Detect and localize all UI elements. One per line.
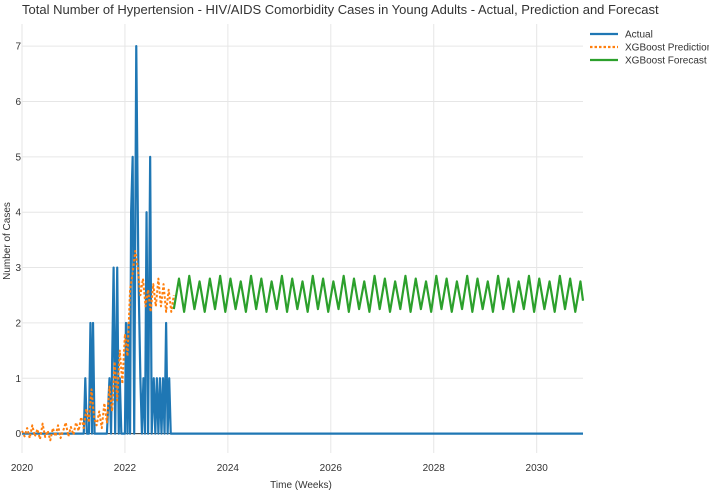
y-tick-label-3: 3 bbox=[15, 263, 21, 274]
y-tick-label-0: 0 bbox=[15, 429, 21, 440]
series-line-xgboost-prediction bbox=[21, 249, 175, 442]
y-tick-label-4: 4 bbox=[15, 208, 21, 219]
x-tick-label-1: 2022 bbox=[114, 463, 137, 474]
chart-title: Total Number of Hypertension - HIV/AIDS … bbox=[22, 2, 659, 17]
y-axis-label: Number of Cases bbox=[2, 202, 13, 280]
x-axis-label: Time (Weeks) bbox=[270, 480, 332, 490]
y-tick-label-7: 7 bbox=[15, 42, 21, 53]
y-tick-label-1: 1 bbox=[15, 374, 21, 385]
y-axis-ticks: 0 1 2 3 4 5 6 7 bbox=[15, 42, 21, 440]
x-tick-label-0: 2020 bbox=[11, 463, 34, 474]
legend: Actual XGBoost Prediction XGBoost Forecast bbox=[590, 30, 709, 67]
x-tick-label-5: 2030 bbox=[526, 463, 549, 474]
x-tick-label-2: 2024 bbox=[217, 463, 240, 474]
legend-label-2: XGBoost Forecast bbox=[625, 56, 707, 67]
x-tick-label-3: 2026 bbox=[320, 463, 343, 474]
y-tick-label-6: 6 bbox=[15, 97, 21, 108]
x-tick-label-4: 2028 bbox=[423, 463, 446, 474]
legend-label-0: Actual bbox=[625, 30, 653, 41]
grid-lines bbox=[21, 24, 583, 453]
y-tick-label-5: 5 bbox=[15, 152, 21, 163]
series-layer bbox=[21, 45, 585, 442]
series-line-actual bbox=[22, 45, 583, 435]
legend-label-1: XGBoost Prediction bbox=[625, 43, 709, 54]
y-tick-label-2: 2 bbox=[15, 318, 21, 329]
x-axis-ticks: 2020 2022 2024 2026 2028 2030 bbox=[11, 463, 548, 474]
series-line-xgboost-forecast bbox=[172, 274, 585, 313]
